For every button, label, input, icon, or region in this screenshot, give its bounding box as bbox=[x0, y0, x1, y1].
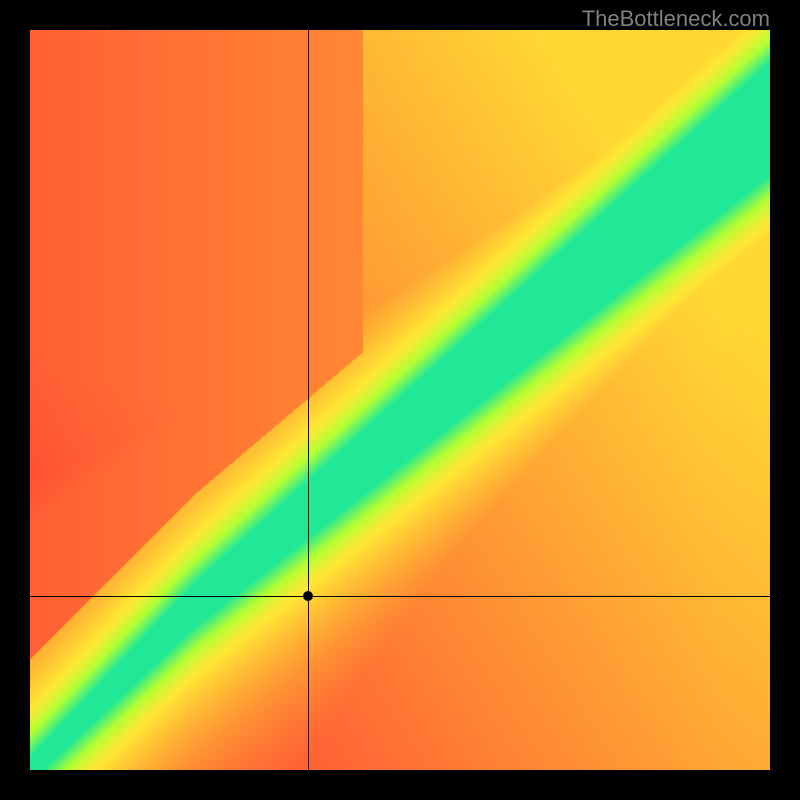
crosshair-marker bbox=[303, 591, 313, 601]
heatmap-canvas bbox=[30, 30, 770, 770]
heatmap-plot bbox=[30, 30, 770, 770]
watermark-text: TheBottleneck.com bbox=[582, 6, 770, 32]
crosshair-vertical bbox=[308, 30, 309, 770]
crosshair-horizontal bbox=[30, 596, 770, 597]
